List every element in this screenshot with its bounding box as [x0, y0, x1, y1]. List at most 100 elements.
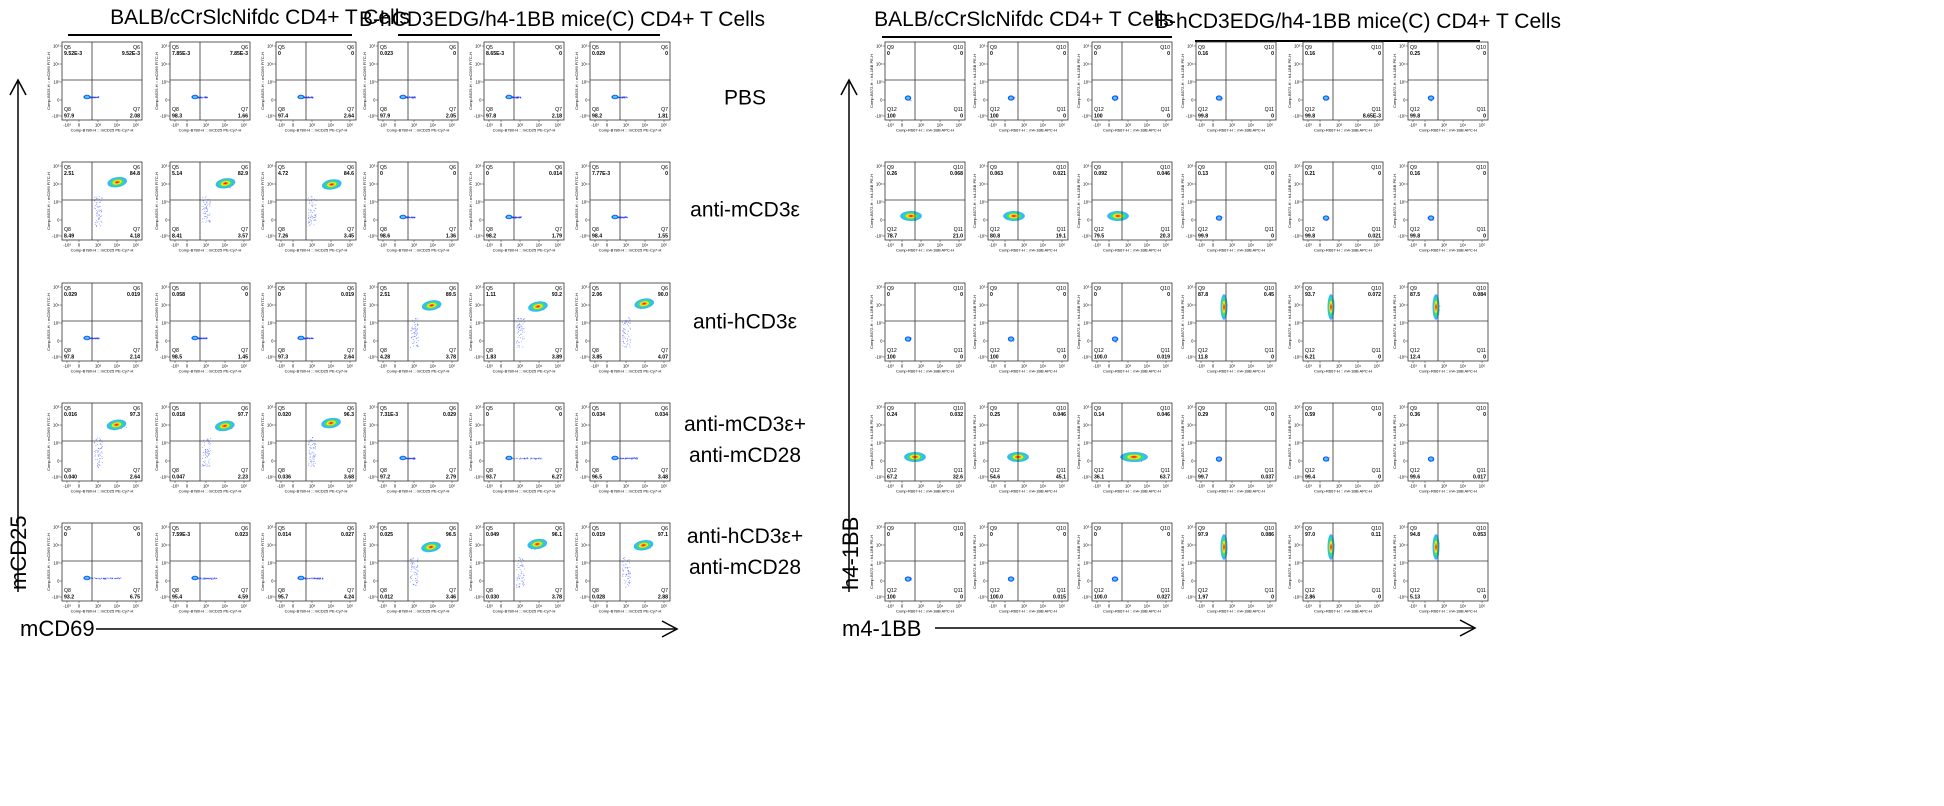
x-tick-label: 10³ — [309, 123, 316, 128]
gate-name-tr: Q6 — [661, 45, 668, 51]
gate-name-tr: Q6 — [449, 165, 456, 171]
x-tick-label: 10⁵ — [1163, 484, 1170, 489]
gate-name-bl: Q8 — [64, 348, 71, 354]
gate-name-bl: Q12 — [990, 468, 1000, 474]
y-tick-label: 10³ — [267, 561, 274, 566]
x-tick-label: -10³ — [1093, 364, 1101, 369]
y-tick-label: 0 — [880, 579, 883, 584]
right-plot-r1-c5: Q9 Q10 0.16 0 Q12 Q11 99.8 8.65E-3 -10³ 0 10³ 10⁴ 10… — [1287, 41, 1384, 133]
gate-name-tl: Q9 — [1305, 526, 1312, 532]
x-tick-label: 10³ — [411, 243, 418, 248]
x-tick-label: 0 — [1319, 484, 1322, 489]
x-tick-label: 10⁴ — [937, 364, 944, 369]
x-tick-label: 10³ — [1229, 484, 1236, 489]
x-tick-label: 0 — [500, 123, 503, 128]
gate-name-tr: Q10 — [1264, 526, 1274, 532]
gate-name-tr: Q6 — [133, 526, 140, 532]
plot-y-axis-title: Comp-B572-H :: h4-1BB PE-H — [1076, 415, 1081, 469]
y-tick-label: -10³ — [1186, 355, 1194, 360]
left-plot-r4-c3: Q5 Q6 0.020 96.3 Q8 Q7 0.036 3.68 -10³ 0 10³ 10⁴ 10⁵… — [260, 402, 357, 494]
gate-name-tl: Q9 — [990, 406, 997, 412]
gate-value-tl: 0 — [1094, 292, 1097, 298]
y-tick-label: -10³ — [1082, 595, 1090, 600]
gate-name-br: Q11 — [1372, 107, 1382, 113]
y-tick-label: 10⁴ — [1187, 303, 1194, 308]
gate-value-tr: 0 — [665, 51, 668, 57]
gate-name-br: Q7 — [133, 348, 140, 354]
right-plot-r4-c6: Q9 Q10 0.36 0 Q12 Q11 99.6 0.017 -10³ 0 10³ 10⁴ 10⁵ 1… — [1392, 402, 1489, 494]
plot-x-axis-title: Comp-R667-H :: m4-1BB APC-H — [999, 489, 1057, 494]
plot-x-axis-title: Comp-B780-H :: mCD25 PE-Cy7-H — [179, 248, 242, 253]
gate-value-bl: 99.7 — [1198, 475, 1208, 481]
gate-name-bl: Q8 — [64, 107, 71, 113]
gate-value-tl: 0.14 — [1094, 412, 1104, 418]
gate-value-tl: 0.029 — [592, 51, 605, 57]
plot-y-axis-title: Comp-B525-H :: mCD69 FITC-H — [154, 52, 159, 110]
plot-x-axis-title: Comp-B780-H :: mCD25 PE-Cy7-H — [493, 128, 556, 133]
y-tick-label: 0 — [271, 218, 274, 223]
x-tick-label: -10³ — [1304, 364, 1312, 369]
gate-name-tr: Q6 — [133, 45, 140, 51]
x-tick-label: -10³ — [277, 604, 285, 609]
gate-name-tl: Q5 — [380, 165, 387, 171]
gate-name-tr: Q10 — [1476, 45, 1486, 51]
gate-value-tl: 0.049 — [486, 532, 499, 538]
gate-value-br: 45.1 — [1056, 475, 1066, 481]
gate-name-tr: Q10 — [1371, 165, 1381, 171]
y-tick-label: 10⁴ — [1294, 543, 1301, 548]
gate-value-tl: 0.019 — [592, 532, 605, 538]
y-tick-label: 10⁴ — [369, 62, 376, 67]
gate-name-bl: Q12 — [1198, 468, 1208, 474]
plot-y-axis-title: Comp-B525-H :: mCD69 FITC-H — [574, 293, 579, 351]
x-tick-label: -10³ — [1197, 364, 1205, 369]
x-tick-label: 10³ — [309, 604, 316, 609]
gate-name-tr: Q10 — [1476, 286, 1486, 292]
right-plot-r2-c4: Q9 Q10 0.13 0 Q12 Q11 99.9 0 -10³ 0 10³ 10⁴ 10⁵ 10⁵ 10… — [1180, 161, 1277, 253]
gate-value-tr: 0 — [1167, 51, 1170, 57]
gate-name-tl: Q5 — [278, 526, 285, 532]
plot-x-axis-title: Comp-B780-H :: mCD25 PE-Cy7-H — [179, 489, 242, 494]
gate-name-tr: Q6 — [241, 165, 248, 171]
x-tick-label: 10⁵ — [1374, 364, 1381, 369]
y-tick-label: 10⁵ — [53, 405, 60, 410]
y-tick-label: 10³ — [1083, 80, 1090, 85]
y-tick-label: 10⁴ — [53, 62, 60, 67]
x-tick-label: 10³ — [1021, 604, 1028, 609]
plot-frame — [987, 41, 1069, 121]
x-tick-label: 10⁵ — [1267, 364, 1274, 369]
x-tick-label: -10³ — [1409, 364, 1417, 369]
event-density — [1003, 211, 1025, 221]
x-tick-label: -10³ — [63, 604, 71, 609]
y-tick-label: 10³ — [475, 80, 482, 85]
x-tick-label: 10⁵ — [1163, 604, 1170, 609]
gate-name-tr: Q6 — [241, 406, 248, 412]
gate-value-tr: 7.85E-3 — [230, 51, 248, 57]
gate-name-tr: Q6 — [555, 45, 562, 51]
plot-frame — [1302, 522, 1384, 602]
y-tick-label: 10⁵ — [1294, 405, 1301, 410]
gate-value-br: 2.79 — [446, 475, 456, 481]
y-tick-label: 0 — [585, 339, 588, 344]
condition-label-anti-mcd3-mcd28: anti-mCD3ε+ anti-mCD28 — [684, 413, 806, 467]
gate-value-bl: 0.047 — [172, 475, 185, 481]
x-tick-label: 10⁴ — [430, 604, 437, 609]
gate-value-br: 3.48 — [658, 475, 668, 481]
gate-value-bl: 6.21 — [1305, 355, 1315, 361]
gate-name-bl: Q8 — [278, 468, 285, 474]
x-tick-label: 10⁵ — [555, 484, 562, 489]
y-tick-label: 0 — [1191, 218, 1194, 223]
plot-y-axis-title: Comp-B572-H :: h4-1BB PE-H — [1180, 54, 1185, 108]
x-tick-label: 10⁴ — [642, 364, 649, 369]
gate-value-tl: 0.016 — [64, 412, 77, 418]
y-tick-label: 10³ — [369, 80, 376, 85]
gate-value-br: 3.78 — [552, 595, 562, 601]
event-density — [505, 94, 522, 100]
gate-value-tr: 0 — [453, 51, 456, 57]
y-tick-label: 0 — [983, 218, 986, 223]
x-tick-label: 0 — [901, 484, 904, 489]
x-tick-label: 10⁵ — [661, 604, 668, 609]
plot-x-axis-title: Comp-B780-H :: mCD25 PE-Cy7-H — [285, 369, 348, 374]
